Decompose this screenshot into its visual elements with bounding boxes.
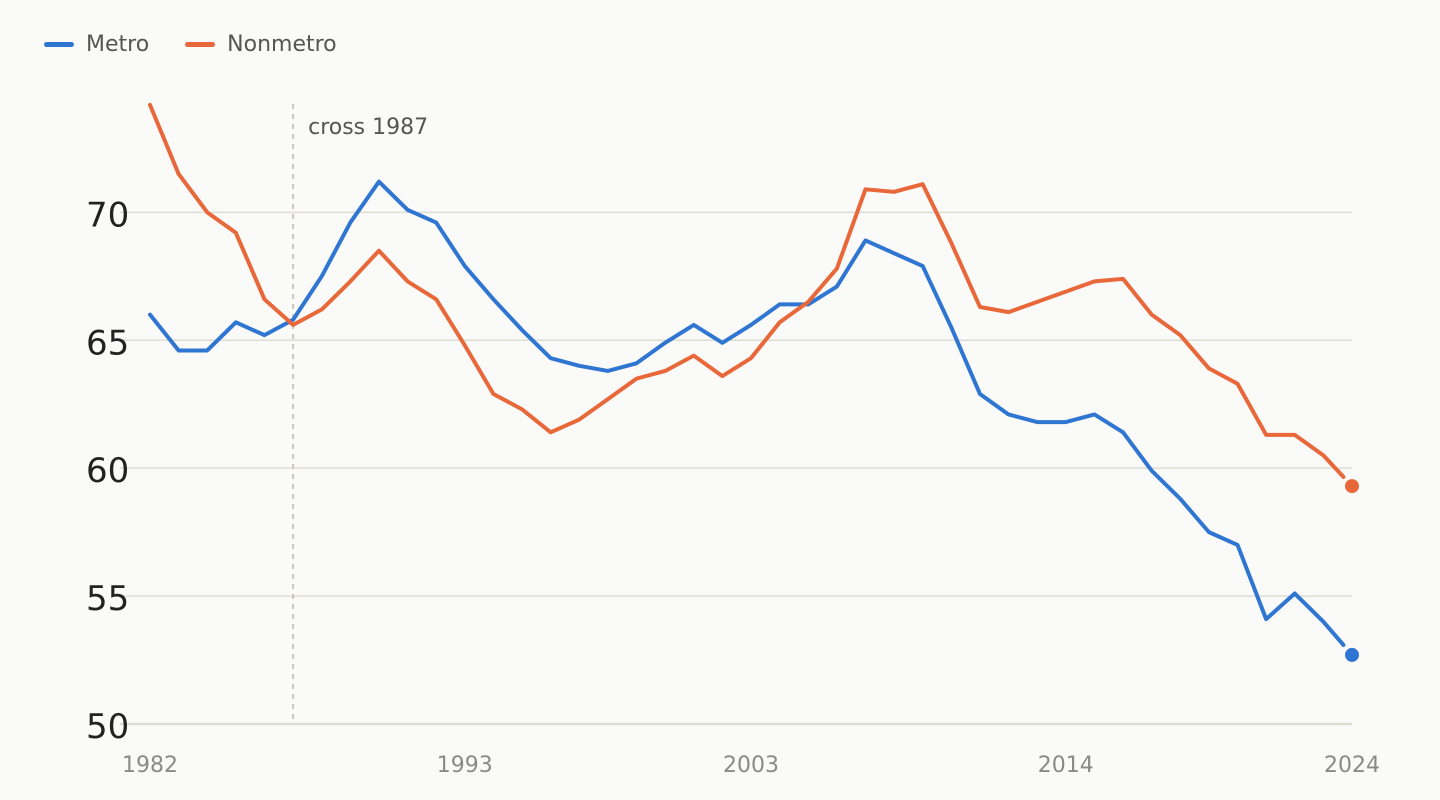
y-tick-label-70: 70 <box>86 195 129 235</box>
y-tick-label-60: 60 <box>86 451 129 491</box>
y-tick-label-65: 65 <box>86 323 129 363</box>
legend: Metro Nonmetro <box>44 32 337 57</box>
legend-swatch-nonmetro <box>185 42 216 47</box>
legend-item-metro[interactable]: Metro <box>44 32 149 57</box>
legend-label-nonmetro: Nonmetro <box>227 32 337 57</box>
series-end-point-metro <box>1345 647 1359 662</box>
series-line-nonmetro <box>148 102 1346 479</box>
x-tick-label-2014: 2014 <box>1038 753 1094 778</box>
y-tick-label-55: 55 <box>86 579 129 619</box>
legend-item-nonmetro[interactable]: Nonmetro <box>185 32 337 57</box>
x-tick-label-2024: 2024 <box>1324 753 1380 778</box>
series-line-metro <box>148 179 1346 647</box>
y-tick-label-50: 50 <box>86 707 129 747</box>
legend-swatch-metro <box>44 42 74 47</box>
annotation-label: cross 1987 <box>308 115 428 140</box>
x-tick-label-1982: 1982 <box>122 753 178 778</box>
x-tick-label-2003: 2003 <box>723 753 779 778</box>
legend-label-metro: Metro <box>86 32 150 57</box>
x-tick-label-1993: 1993 <box>437 753 493 778</box>
series-end-point-nonmetro <box>1345 479 1359 494</box>
